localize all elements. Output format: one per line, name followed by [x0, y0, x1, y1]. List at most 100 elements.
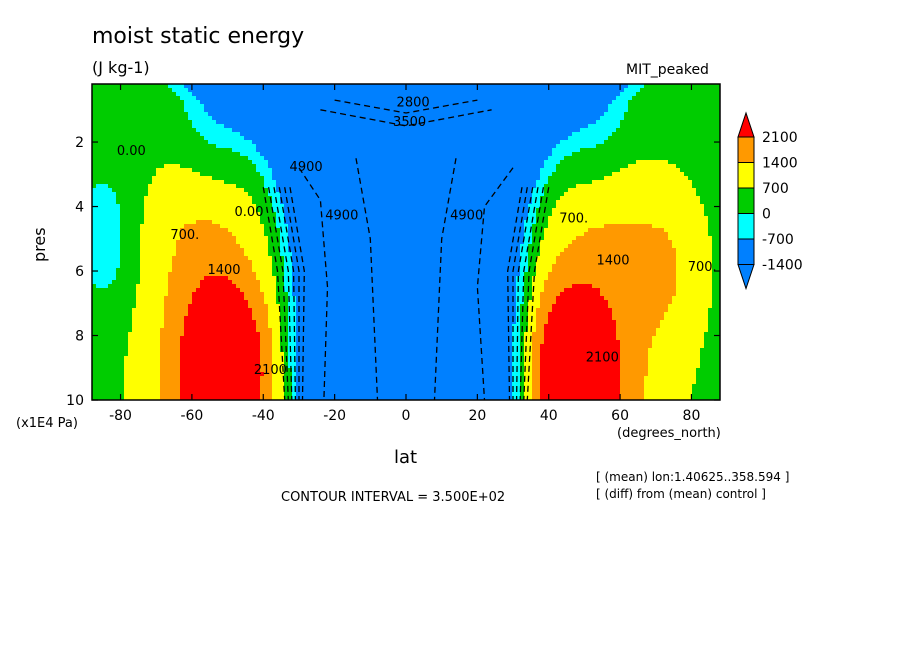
field-cell	[452, 116, 457, 121]
field-cell	[628, 192, 633, 197]
field-cell	[484, 148, 489, 153]
field-cell	[136, 108, 141, 113]
field-cell	[620, 104, 625, 109]
field-cell	[336, 124, 341, 129]
field-cell	[232, 112, 237, 117]
field-cell	[228, 196, 233, 201]
field-cell	[648, 192, 653, 197]
field-cell	[192, 172, 197, 177]
field-cell	[572, 108, 577, 113]
field-cell	[120, 144, 125, 149]
field-cell	[688, 140, 693, 145]
field-cell	[444, 84, 449, 89]
field-cell	[200, 172, 205, 177]
field-cell	[568, 132, 573, 137]
field-cell	[564, 176, 569, 181]
field-cell	[552, 196, 557, 201]
field-cell	[436, 176, 441, 181]
field-cell	[660, 124, 665, 129]
field-cell	[388, 84, 393, 89]
field-cell	[196, 92, 201, 97]
field-cell	[692, 100, 697, 105]
field-cell	[404, 176, 409, 181]
field-cell	[340, 156, 345, 161]
field-cell	[380, 112, 385, 117]
field-cell	[376, 88, 381, 93]
field-cell	[104, 180, 109, 185]
field-cell	[600, 188, 605, 193]
field-cell	[112, 136, 117, 141]
field-cell	[624, 156, 629, 161]
field-cell	[556, 168, 561, 173]
field-cell	[140, 132, 145, 137]
field-cell	[124, 108, 129, 113]
field-cell	[340, 188, 345, 193]
field-cell	[156, 104, 161, 109]
field-cell	[296, 152, 301, 157]
field-cell	[452, 100, 457, 105]
field-cell	[588, 184, 593, 189]
field-cell	[596, 208, 601, 213]
field-cell	[360, 120, 365, 125]
field-cell	[132, 108, 137, 113]
field-cell	[348, 172, 353, 177]
field-cell	[160, 208, 165, 213]
field-cell	[304, 128, 309, 133]
field-cell	[536, 172, 541, 177]
field-cell	[592, 176, 597, 181]
field-cell	[404, 120, 409, 125]
field-cell	[704, 108, 709, 113]
field-cell	[584, 116, 589, 121]
field-cell	[552, 124, 557, 129]
field-cell	[696, 172, 701, 177]
field-cell	[568, 120, 573, 125]
field-cell	[200, 88, 205, 93]
field-cell	[340, 204, 345, 209]
field-cell	[392, 208, 397, 213]
field-cell	[532, 180, 537, 185]
field-cell	[196, 108, 201, 113]
field-cell	[368, 100, 373, 105]
field-cell	[120, 200, 125, 205]
field-cell	[624, 200, 629, 205]
field-cell	[672, 188, 677, 193]
field-cell	[680, 108, 685, 113]
field-cell	[96, 92, 101, 97]
field-cell	[472, 108, 477, 113]
field-cell	[716, 168, 720, 173]
field-cell	[564, 172, 569, 177]
field-cell	[512, 152, 517, 157]
field-cell	[680, 144, 685, 149]
field-cell	[284, 128, 289, 133]
field-cell	[424, 116, 429, 121]
field-cell	[596, 192, 601, 197]
field-cell	[304, 180, 309, 185]
field-cell	[648, 156, 653, 161]
field-cell	[580, 164, 585, 169]
field-cell	[296, 108, 301, 113]
field-cell	[140, 204, 145, 209]
field-cell	[168, 196, 173, 201]
field-cell	[696, 112, 701, 117]
field-cell	[404, 168, 409, 173]
field-cell	[300, 156, 305, 161]
field-cell	[600, 84, 605, 89]
field-cell	[624, 152, 629, 157]
field-cell	[472, 132, 477, 137]
field-cell	[292, 148, 297, 153]
field-cell	[92, 92, 97, 97]
field-cell	[468, 168, 473, 173]
field-cell	[616, 108, 621, 113]
field-cell	[168, 120, 173, 125]
field-cell	[488, 160, 493, 165]
field-cell	[168, 172, 173, 177]
field-cell	[532, 156, 537, 161]
field-cell	[364, 100, 369, 105]
field-cell	[636, 104, 641, 109]
field-cell	[272, 100, 277, 105]
field-cell	[456, 164, 461, 169]
field-cell	[456, 152, 461, 157]
field-cell	[228, 144, 233, 149]
field-cell	[188, 168, 193, 173]
field-cell	[272, 128, 277, 133]
